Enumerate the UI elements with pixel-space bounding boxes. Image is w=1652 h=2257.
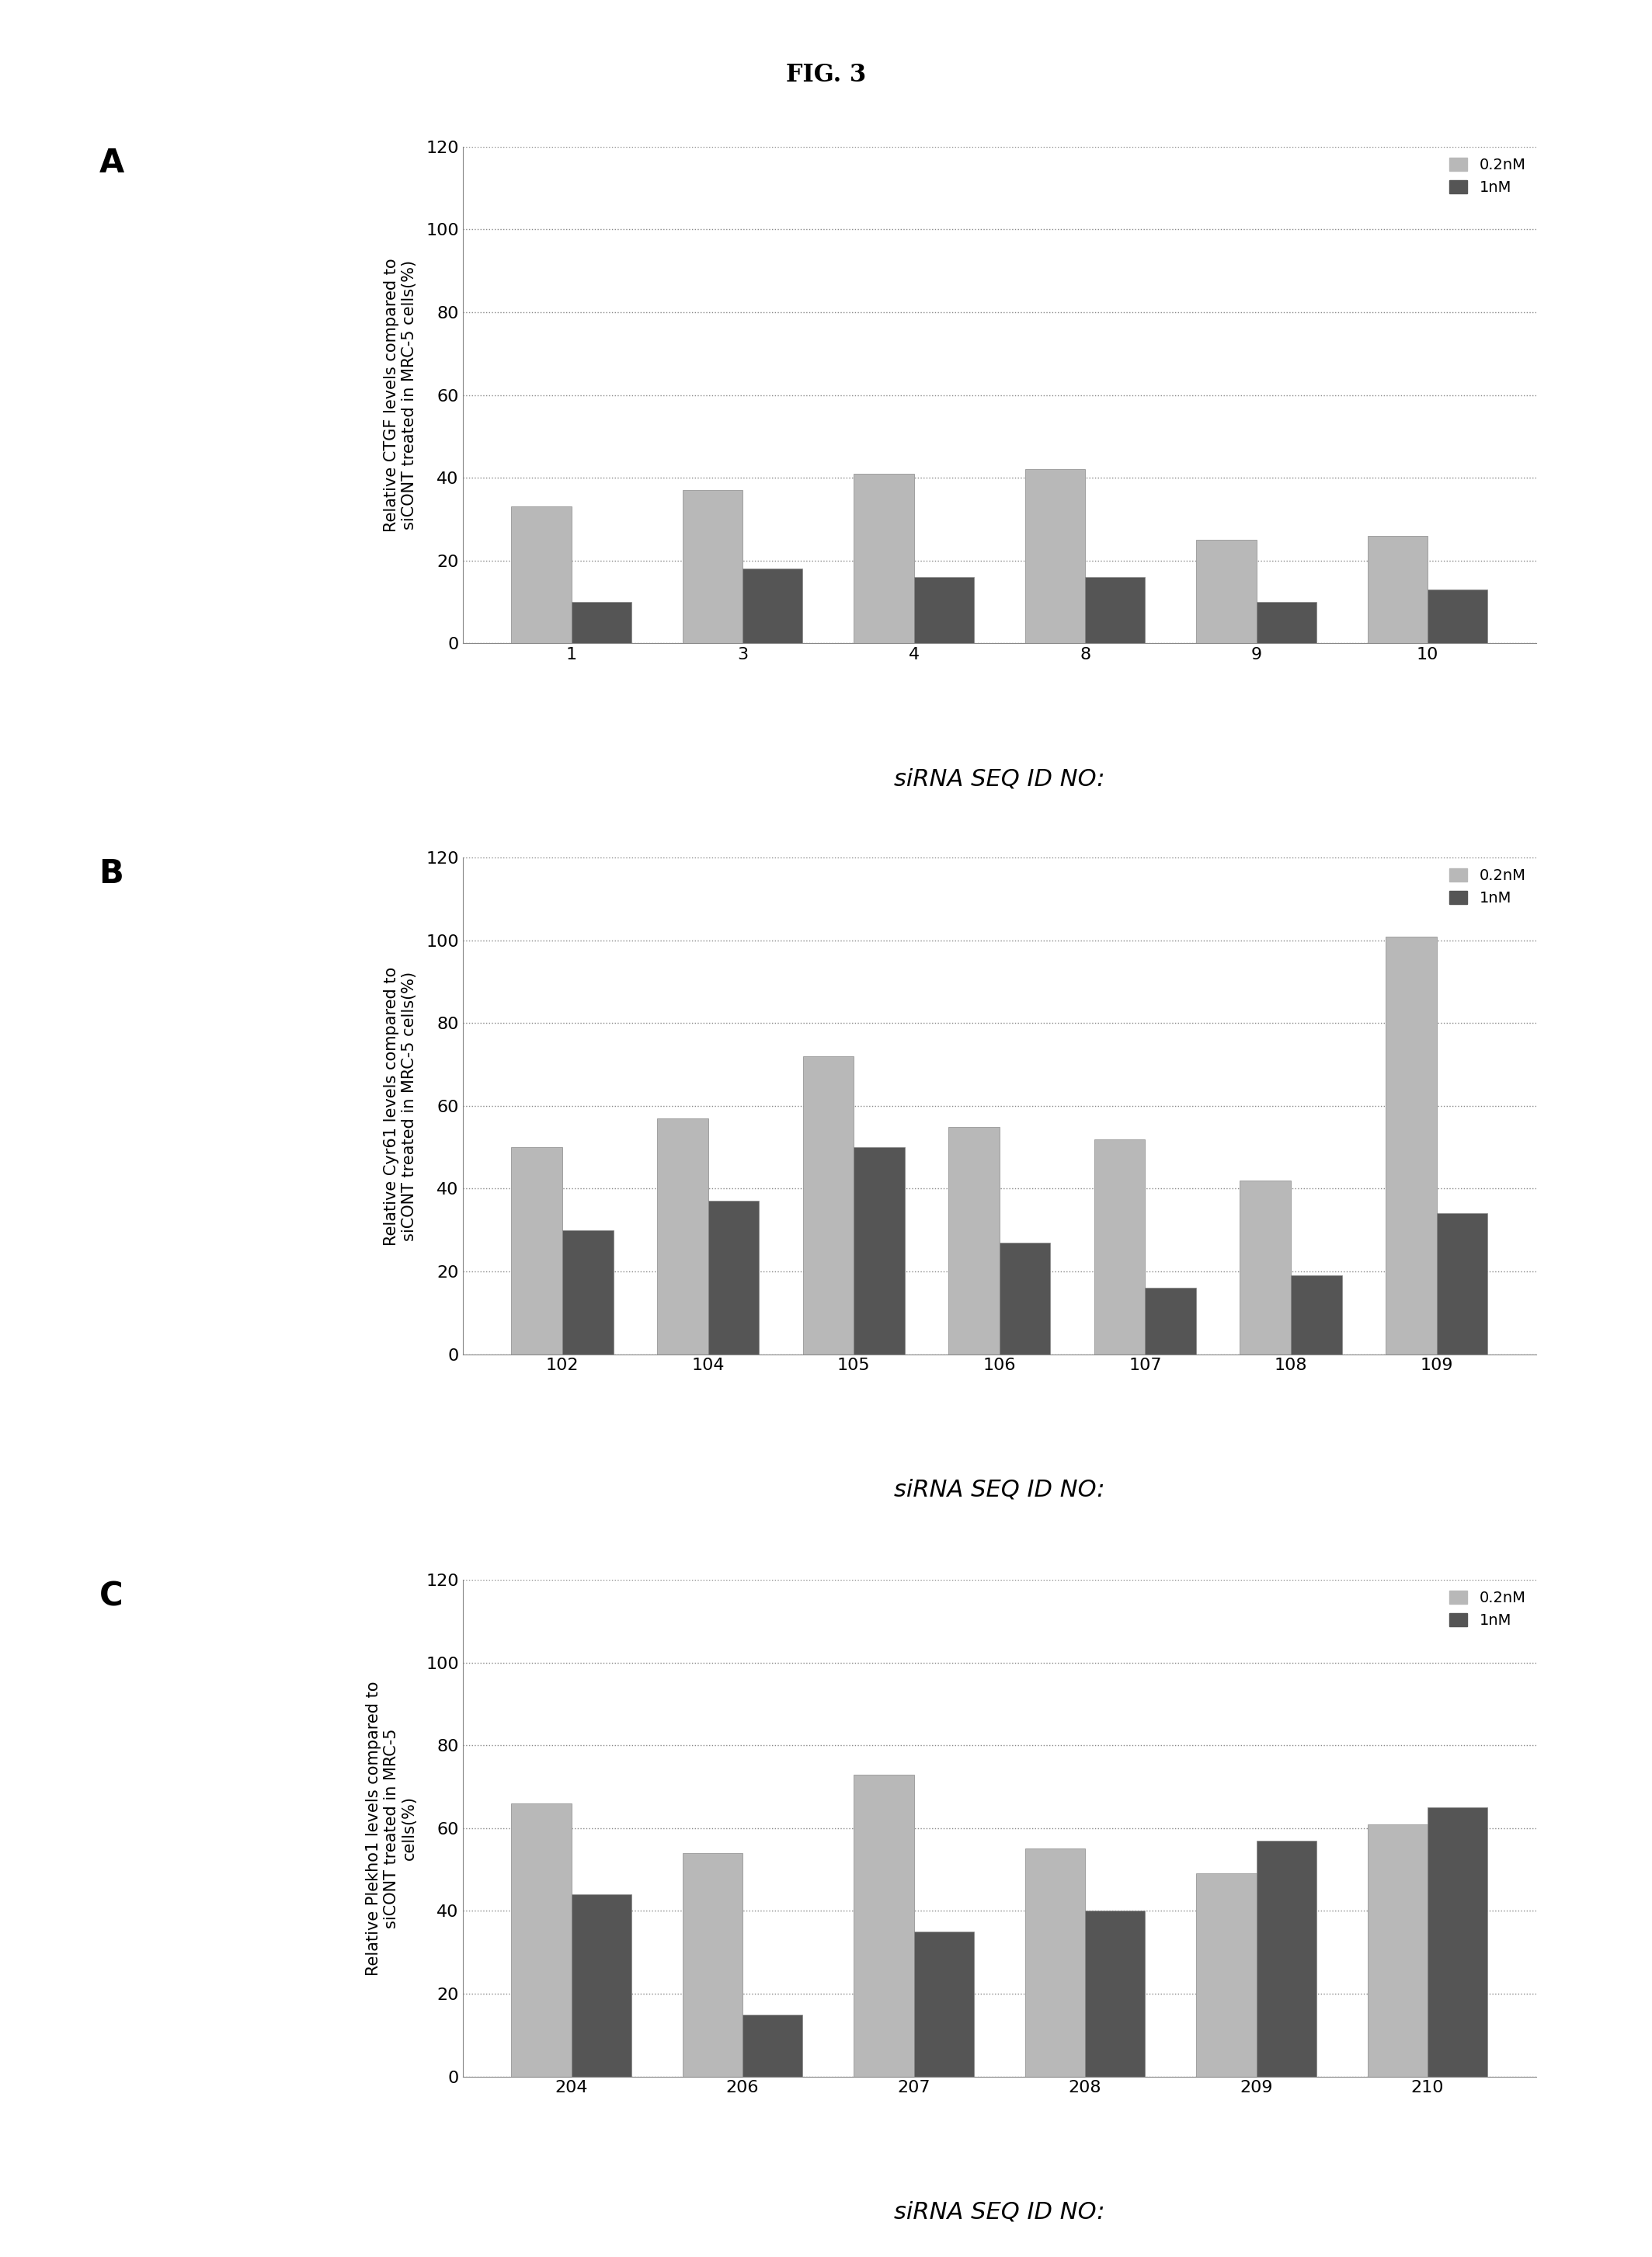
Text: FIG. 3: FIG. 3 <box>786 63 866 88</box>
Bar <box>572 603 631 643</box>
Legend: 0.2nM, 1nM: 0.2nM, 1nM <box>1444 1584 1531 1634</box>
Bar <box>657 1119 709 1354</box>
Bar <box>999 1241 1051 1354</box>
Text: B: B <box>99 858 124 889</box>
Y-axis label: Relative Plekho1 levels compared to
siCONT treated in MRC-5
cells(%): Relative Plekho1 levels compared to siCO… <box>365 1681 416 1975</box>
Bar <box>562 1230 613 1354</box>
Bar <box>1085 1912 1145 2076</box>
Bar <box>854 474 914 643</box>
Bar <box>1094 1140 1145 1354</box>
Bar <box>1368 1824 1427 2076</box>
Bar <box>512 1803 572 2076</box>
Bar <box>1196 539 1257 643</box>
Text: siRNA SEQ ID NO:: siRNA SEQ ID NO: <box>894 767 1105 790</box>
Text: siRNA SEQ ID NO:: siRNA SEQ ID NO: <box>894 1478 1105 1501</box>
Bar <box>803 1056 854 1354</box>
Legend: 0.2nM, 1nM: 0.2nM, 1nM <box>1444 862 1531 912</box>
Bar <box>1196 1873 1257 2076</box>
Y-axis label: Relative CTGF levels compared to
siCONT treated in MRC-5 cells(%): Relative CTGF levels compared to siCONT … <box>383 257 416 533</box>
Bar <box>742 569 803 643</box>
Bar <box>854 1774 914 2076</box>
Bar <box>1386 937 1437 1354</box>
Bar <box>1368 535 1427 643</box>
Bar <box>914 1932 973 2076</box>
Bar <box>682 490 742 643</box>
Bar <box>742 2016 803 2076</box>
Bar <box>512 1147 562 1354</box>
Bar <box>1085 578 1145 643</box>
Bar <box>1427 1808 1487 2076</box>
Bar <box>709 1201 758 1354</box>
Bar <box>1290 1275 1341 1354</box>
Bar <box>1257 1842 1317 2076</box>
Text: A: A <box>99 147 124 178</box>
Bar <box>854 1147 905 1354</box>
Bar <box>682 1853 742 2076</box>
Bar <box>1257 603 1317 643</box>
Bar <box>1145 1289 1196 1354</box>
Bar <box>1026 469 1085 643</box>
Bar <box>948 1126 999 1354</box>
Bar <box>1026 1848 1085 2076</box>
Text: C: C <box>99 1580 122 1611</box>
Legend: 0.2nM, 1nM: 0.2nM, 1nM <box>1444 151 1531 201</box>
Bar <box>1437 1214 1487 1354</box>
Bar <box>914 578 973 643</box>
Bar <box>512 508 572 643</box>
Text: siRNA SEQ ID NO:: siRNA SEQ ID NO: <box>894 2201 1105 2223</box>
Bar <box>1427 589 1487 643</box>
Y-axis label: Relative Cyr61 levels compared to
siCONT treated in MRC-5 cells(%): Relative Cyr61 levels compared to siCONT… <box>383 966 416 1246</box>
Bar <box>1241 1180 1290 1354</box>
Bar <box>572 1894 631 2076</box>
